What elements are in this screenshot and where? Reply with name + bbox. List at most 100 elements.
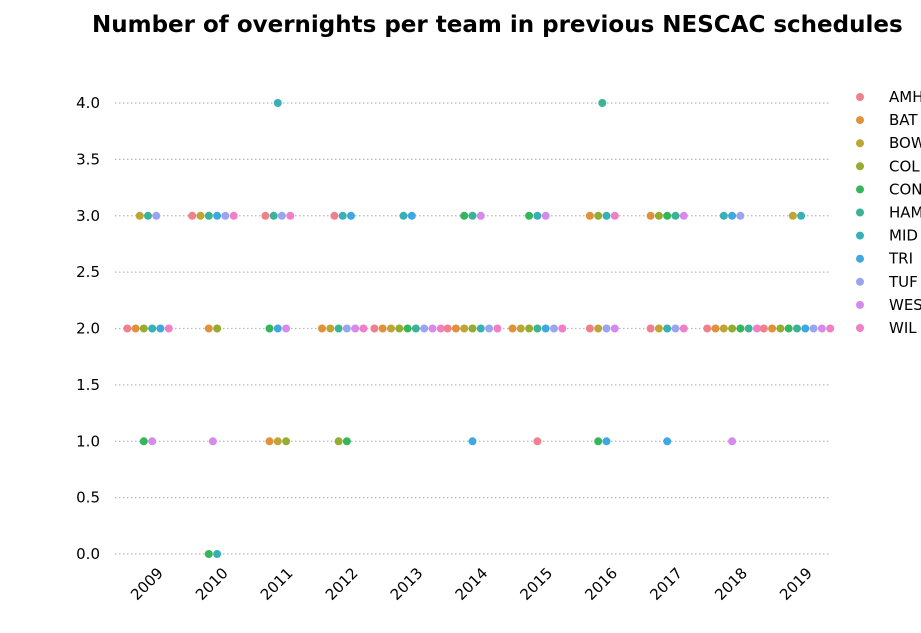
data-point-amh <box>533 437 542 446</box>
data-point-wes <box>610 324 619 333</box>
x-tick-label: 2011 <box>257 564 297 604</box>
data-point-bat <box>768 324 777 333</box>
data-point-tri <box>801 324 810 333</box>
data-point-wil <box>359 324 368 333</box>
data-point-con <box>784 324 793 333</box>
data-point-amh <box>443 324 452 333</box>
data-point-wes <box>148 437 157 446</box>
data-point-col <box>654 211 663 220</box>
data-point-amh <box>585 324 594 333</box>
data-point-tuf <box>671 324 680 333</box>
data-point-amh <box>188 211 197 220</box>
legend-marker <box>856 93 864 101</box>
data-point-ham <box>411 324 420 333</box>
data-point-col <box>139 324 148 333</box>
data-point-mid <box>663 324 672 333</box>
data-point-wil <box>558 324 567 333</box>
data-point-wes <box>817 324 826 333</box>
data-point-wil <box>164 324 173 333</box>
data-point-wil <box>826 324 835 333</box>
data-point-con <box>403 324 412 333</box>
legend-marker <box>856 231 864 240</box>
data-point-amh <box>123 324 132 333</box>
data-point-tuf <box>342 324 351 333</box>
y-axis-ticks: 0.0 0.5 1.0 1.5 2.0 2.5 3.0 3.5 4.0 <box>76 94 100 563</box>
data-point-tri <box>663 437 672 446</box>
data-point-col <box>728 324 737 333</box>
data-point-ham <box>793 324 801 333</box>
x-tick-label: 2016 <box>581 564 621 604</box>
data-point-bow <box>196 211 205 220</box>
data-point-ham <box>468 211 477 220</box>
data-point-wes <box>428 324 437 333</box>
data-point-mid <box>338 211 347 220</box>
data-point-wil <box>229 211 238 220</box>
data-point-mid <box>533 211 542 220</box>
data-point-tri <box>407 211 416 220</box>
x-tick-label: 2014 <box>452 564 492 604</box>
data-point-wil <box>493 324 502 333</box>
legend: AMH BAT BOW COL CON HAM MID TRI TUF WES WIL <box>856 88 921 337</box>
data-point-bow <box>273 437 282 446</box>
data-point-tri <box>347 211 355 220</box>
data-point-con <box>460 211 469 220</box>
data-point-bow <box>719 324 728 333</box>
x-tick-label: 2010 <box>192 564 232 604</box>
data-point-bat <box>646 211 655 220</box>
data-point-bow <box>788 211 797 220</box>
data-point-bat <box>265 437 274 446</box>
data-point-bow <box>516 324 525 333</box>
data-point-tuf <box>809 324 818 333</box>
x-tick-label: 2009 <box>127 564 167 604</box>
data-point-amh <box>261 211 270 220</box>
data-point-tri <box>213 211 222 220</box>
data-point-amh <box>370 324 379 333</box>
data-point-wes <box>679 211 688 220</box>
data-point-tri <box>273 324 282 333</box>
y-tick-label: 2.0 <box>76 320 100 338</box>
data-point-ham <box>269 211 278 220</box>
data-point-col <box>395 324 404 333</box>
legend-marker <box>856 185 864 194</box>
data-point-ham <box>671 211 680 220</box>
data-point-tri <box>156 324 165 333</box>
data-point-tuf <box>277 211 286 220</box>
data-point-tuf <box>485 324 494 333</box>
data-point-con <box>594 437 603 446</box>
legend-marker <box>856 162 864 171</box>
data-point-tuf <box>736 211 745 220</box>
x-tick-label: 2017 <box>646 564 686 604</box>
x-tick-label: 2012 <box>322 564 362 604</box>
data-point-bat <box>318 324 326 333</box>
data-point-bat <box>711 324 720 333</box>
data-point-wes <box>541 211 550 220</box>
data-point-tri <box>541 324 550 333</box>
data-point-bow <box>654 324 663 333</box>
data-point-mid <box>273 99 282 107</box>
data-points <box>123 99 835 558</box>
data-point-tuf <box>221 211 230 220</box>
data-point-tri <box>468 437 477 446</box>
data-point-bow <box>135 211 144 220</box>
data-point-bow <box>594 324 603 333</box>
legend-label: BAT <box>889 111 918 129</box>
data-point-wil <box>610 211 619 220</box>
y-tick-label: 2.5 <box>76 263 100 281</box>
data-point-tuf <box>602 324 611 333</box>
data-point-col <box>282 437 291 446</box>
data-point-ham <box>204 211 213 220</box>
data-point-ham <box>744 324 753 333</box>
x-tick-label: 2018 <box>711 564 751 604</box>
legend-label: WIL <box>889 319 917 337</box>
data-point-ham <box>334 324 343 333</box>
x-tick-label: 2015 <box>516 564 556 604</box>
legend-marker <box>856 116 864 125</box>
data-point-col <box>776 324 785 333</box>
data-point-bat <box>378 324 387 333</box>
data-point-mid <box>719 211 728 220</box>
data-point-mid <box>797 211 806 220</box>
y-tick-label: 1.0 <box>76 432 100 450</box>
data-point-con <box>525 211 534 220</box>
data-point-con <box>342 437 351 446</box>
